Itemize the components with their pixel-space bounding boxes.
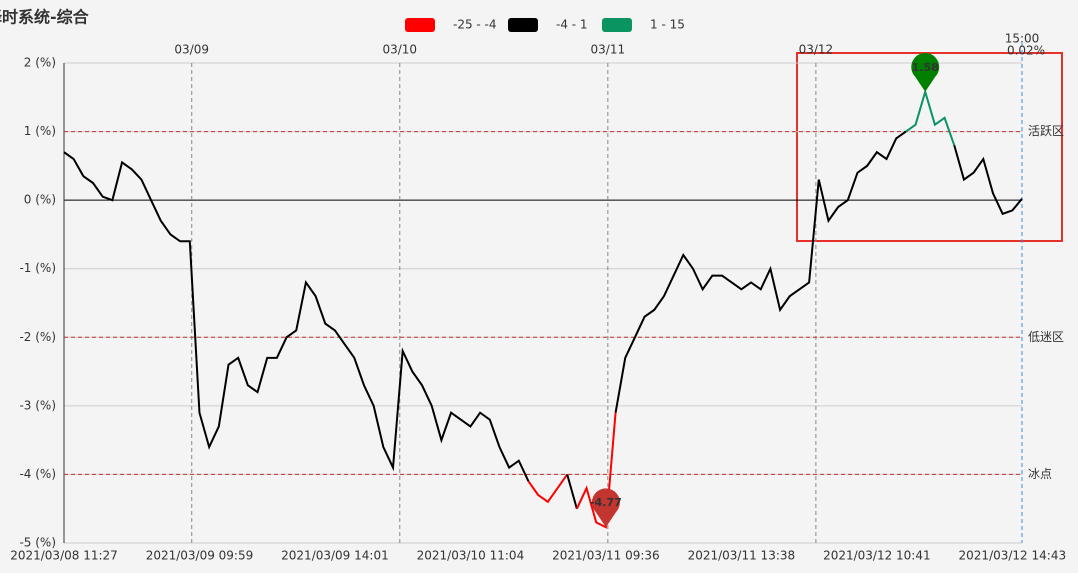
pin-label: -4.77 [590, 496, 622, 509]
x-tick-label: 2021/03/11 13:38 [688, 549, 796, 563]
pin [591, 488, 620, 528]
top-label: 03/09 [174, 43, 209, 57]
end-time: 15:00 [1005, 32, 1040, 46]
line-segment [953, 145, 1023, 216]
y-tick-label: 1 (%) [24, 124, 56, 138]
mark-line-label: 冰点 [1028, 467, 1052, 481]
y-tick-label: -4 (%) [19, 467, 56, 481]
line-segment [63, 151, 530, 482]
pin [911, 53, 940, 92]
x-tick-label: 2021/03/08 11:27 [10, 549, 118, 563]
legend-swatch [602, 18, 632, 32]
line-segment [905, 88, 956, 146]
x-tick-label: 2021/03/09 09:59 [146, 549, 254, 563]
legend-label: 1 - 15 [650, 18, 685, 32]
line-segment [614, 130, 907, 413]
x-tick-label: 2021/03/12 14:43 [959, 549, 1067, 563]
top-label: 03/11 [591, 43, 626, 57]
x-tick-label: 2021/03/11 09:36 [552, 549, 660, 563]
line-segment [527, 473, 569, 504]
y-tick-label: 2 (%) [24, 56, 56, 70]
x-tick-label: 2021/03/12 10:41 [823, 549, 931, 563]
x-tick-label: 2021/03/10 11:04 [417, 549, 525, 563]
y-tick-label: -2 (%) [19, 330, 56, 344]
highlight-box [796, 52, 1063, 242]
top-label: 03/12 [799, 43, 834, 57]
end-value: 0.02% [1007, 44, 1045, 58]
legend-label: -25 - -4 [453, 18, 497, 32]
mark-line-label: 活跃区 [1028, 124, 1064, 138]
y-tick-label: -3 (%) [19, 398, 56, 412]
y-tick-label: -5 (%) [19, 536, 56, 550]
line-segment [566, 474, 578, 509]
x-tick-label: 2021/03/09 14:01 [281, 549, 389, 563]
mark-line-label: 低迷区 [1028, 330, 1064, 344]
top-label: 03/10 [382, 43, 417, 57]
legend-swatch [405, 18, 435, 32]
chart-title: 择时系统-综合 [0, 8, 90, 27]
y-tick-label: 0 (%) [24, 193, 56, 207]
y-tick-label: -1 (%) [19, 261, 56, 275]
legend-label: -4 - 1 [556, 18, 588, 32]
pin-label: 1.58 [912, 61, 939, 74]
legend-swatch [508, 18, 538, 32]
